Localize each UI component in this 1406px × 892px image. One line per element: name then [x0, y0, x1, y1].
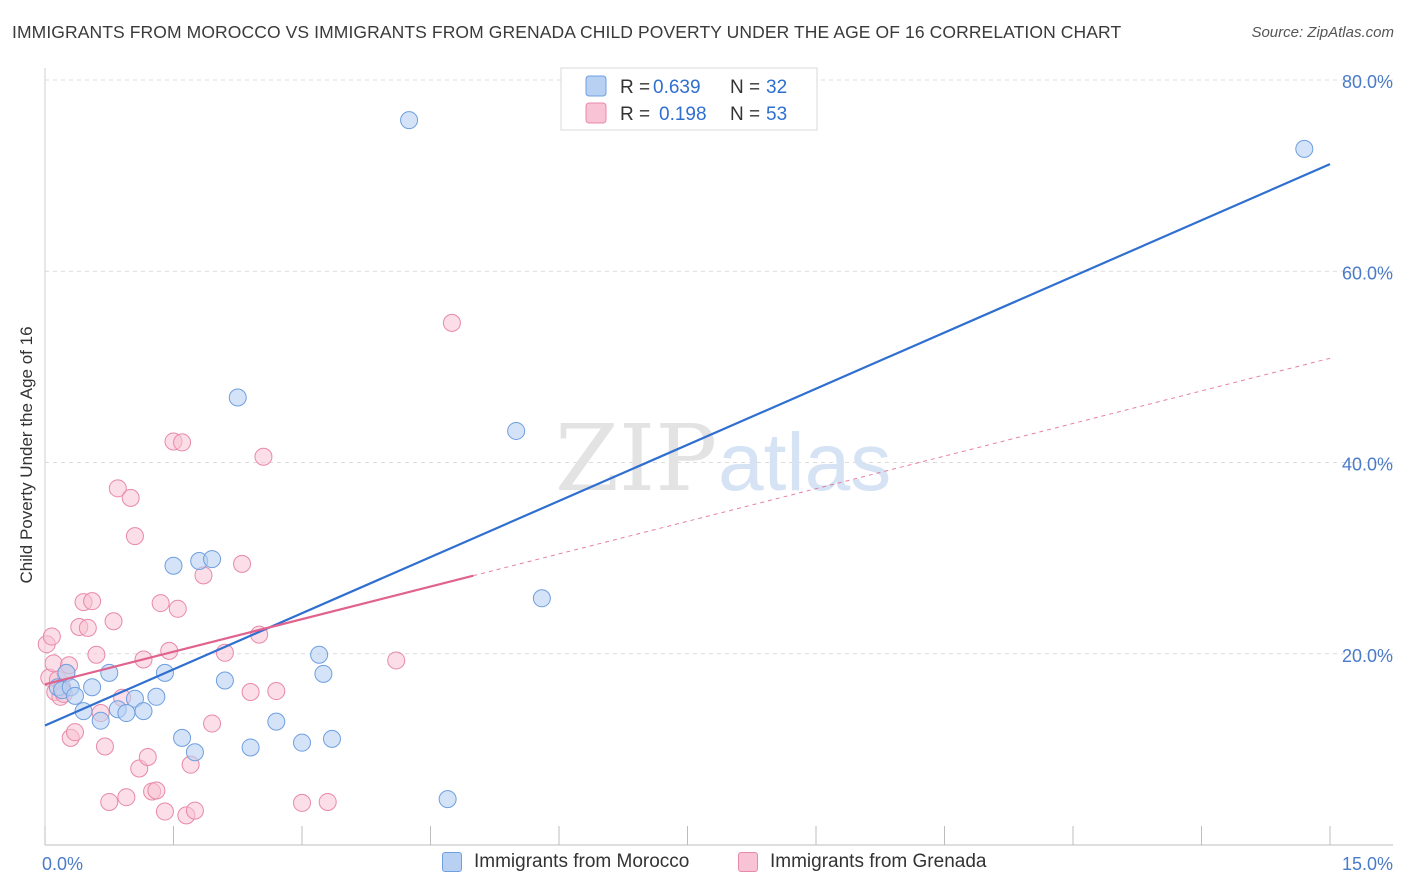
- point-grenada-28: [138, 748, 157, 767]
- watermark-zip: ZIP: [555, 405, 717, 512]
- point-grenada-15: [83, 592, 102, 611]
- legend-item-grenada: Immigrants from Grenada: [738, 851, 986, 873]
- x-tick-label-1: 15.0%: [1342, 854, 1393, 874]
- point-morocco-17: [185, 743, 204, 762]
- point-grenada-31: [151, 594, 170, 613]
- point-grenada-51: [442, 313, 461, 332]
- tick-labels: 20.0% 40.0% 60.0% 80.0% 0.0% 15.0%: [42, 72, 1393, 874]
- point-morocco-15: [164, 556, 183, 575]
- trend-line-morocco: [44, 163, 1331, 727]
- point-morocco-20: [215, 671, 234, 690]
- point-grenada-14: [78, 618, 97, 637]
- point-grenada-43: [233, 554, 252, 573]
- point-grenada-41: [203, 714, 222, 733]
- point-grenada-49: [318, 792, 337, 811]
- point-morocco-23: [267, 712, 286, 731]
- legend-label-grenada: Immigrants from Grenada: [770, 851, 987, 872]
- point-morocco-11: [125, 689, 144, 708]
- point-morocco-6: [83, 678, 102, 697]
- point-grenada-30: [147, 781, 166, 800]
- point-morocco-29: [438, 790, 457, 809]
- point-grenada-20: [104, 612, 123, 631]
- source-credit: Source: ZipAtlas.com: [1251, 24, 1394, 41]
- point-morocco-7: [91, 711, 110, 730]
- point-morocco-22: [241, 738, 260, 757]
- point-morocco-4: [65, 686, 84, 705]
- point-grenada-39: [185, 801, 204, 820]
- legend-r-value-morocco: 0.639: [653, 77, 701, 98]
- point-morocco-32: [1295, 139, 1314, 158]
- point-morocco-12: [134, 702, 153, 721]
- legend-swatch-morocco-bottom: [442, 852, 462, 872]
- legend-n-value-grenada: 53: [766, 104, 787, 125]
- point-morocco-13: [147, 687, 166, 706]
- legend-n-value-morocco: 32: [766, 77, 787, 98]
- y-tick-label-2: 60.0%: [1342, 263, 1393, 283]
- point-morocco-26: [314, 664, 333, 683]
- morocco-points: [48, 111, 1314, 809]
- point-grenada-11: [65, 723, 84, 742]
- point-grenada-50: [387, 651, 406, 670]
- point-grenada-25: [125, 527, 144, 546]
- legend-item-morocco: Immigrants from Morocco: [442, 851, 689, 873]
- point-grenada-35: [168, 599, 187, 618]
- grenada-points: [37, 313, 461, 825]
- point-morocco-27: [322, 729, 341, 748]
- point-morocco-25: [310, 645, 329, 664]
- legend-r-value-grenada: 0.198: [659, 104, 707, 125]
- legend-swatch-morocco: [585, 75, 607, 97]
- point-grenada-24: [121, 488, 140, 507]
- y-tick-label-1: 40.0%: [1342, 455, 1393, 475]
- legend-n-label-morocco: N =: [730, 77, 760, 98]
- point-grenada-23: [117, 788, 136, 807]
- legend-swatch-grenada: [585, 102, 607, 124]
- legend-r-label-morocco: R =: [620, 77, 650, 98]
- trend-line-grenada-dashed: [473, 357, 1331, 577]
- trend-lines: [44, 163, 1331, 727]
- point-grenada-2: [42, 627, 61, 646]
- legend-label-morocco: Immigrants from Morocco: [474, 851, 690, 872]
- legend-r-label-grenada: R =: [620, 104, 650, 125]
- point-grenada-36: [173, 433, 192, 452]
- point-grenada-44: [241, 683, 260, 701]
- point-morocco-19: [203, 550, 222, 569]
- series-legend: Immigrants from Morocco Immigrants from …: [0, 851, 1406, 879]
- axes: [44, 68, 1393, 846]
- watermark: ZIP atlas: [555, 405, 891, 512]
- y-tick-label-0: 20.0%: [1342, 646, 1393, 666]
- point-grenada-16: [87, 645, 106, 664]
- x-tick-label-0: 0.0%: [42, 854, 83, 874]
- point-grenada-18: [95, 737, 114, 756]
- point-morocco-16: [173, 728, 192, 747]
- point-grenada-21: [108, 479, 127, 498]
- legend-swatch-grenada-bottom: [738, 852, 758, 872]
- point-morocco-31: [532, 589, 551, 608]
- point-grenada-32: [155, 802, 174, 821]
- point-morocco-28: [400, 111, 419, 130]
- y-tick-label-3: 80.0%: [1342, 72, 1393, 92]
- point-grenada-47: [267, 682, 286, 701]
- legend-n-label-grenada: N =: [730, 104, 760, 125]
- trend-line-grenada-solid: [44, 574, 474, 686]
- point-morocco-30: [507, 421, 526, 440]
- chart-title: IMMIGRANTS FROM MOROCCO VS IMMIGRANTS FR…: [12, 22, 1122, 42]
- point-morocco-24: [293, 733, 311, 752]
- stats-legend: R = 0.639 N = 32 R = 0.198 N = 53: [560, 67, 818, 131]
- point-grenada-48: [293, 793, 311, 812]
- point-grenada-19: [100, 792, 119, 811]
- watermark-atlas: atlas: [718, 417, 891, 508]
- point-grenada-46: [254, 447, 273, 466]
- point-morocco-21: [228, 388, 247, 407]
